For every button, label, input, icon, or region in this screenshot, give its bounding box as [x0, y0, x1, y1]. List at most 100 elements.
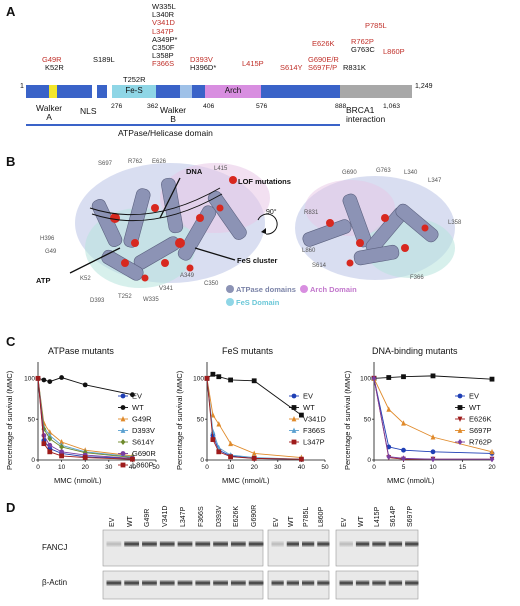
chart1-ytick-label: 100	[24, 376, 35, 383]
chart1-legend-marker-s614y	[120, 439, 126, 445]
chart1-xlabel: MMC (nmol/L)	[54, 476, 102, 485]
mut-g690: G690E/R	[308, 55, 339, 64]
chart1-point-l860p	[59, 453, 64, 459]
chart3-point-wt	[489, 376, 495, 382]
chart2-point-v341d	[216, 421, 222, 427]
mut-t252r: T252R	[123, 75, 146, 84]
walker-b-label: Walker B	[160, 105, 187, 124]
res-l358: L358	[448, 220, 462, 226]
band-fancj-l860p	[317, 541, 330, 547]
chart1-legend-marker-l860p	[120, 462, 126, 468]
res-l347: L347	[428, 178, 442, 184]
chart3-point-ev	[401, 447, 406, 453]
chart2-legend-v341d: V341D	[303, 415, 327, 424]
chart1-legend-marker-d393v	[120, 427, 126, 433]
chart1-point-l860p	[130, 456, 135, 462]
chart1-point-l860p	[47, 449, 53, 455]
band-fancj-g690r	[248, 541, 264, 547]
arch-domain-box: Arch	[205, 85, 261, 98]
walker-a-label: Walker A	[36, 103, 63, 122]
pos-end: 1,249	[415, 83, 433, 90]
band-fancj-l415p	[372, 541, 386, 547]
walker-a-box	[49, 85, 57, 98]
chart1-xtick-label: 10	[58, 464, 66, 471]
chart1-point-l860p	[35, 375, 41, 381]
row-label-fancj: FANCJ	[42, 543, 68, 552]
chart3-legend-s697p: S697P	[469, 426, 492, 435]
res-c350: C350	[204, 281, 219, 287]
band-fancj-v341d	[159, 541, 175, 547]
band-actin-d393v	[213, 580, 228, 586]
chart3-point-s697p	[401, 420, 406, 426]
brca1-label: BRCA1 interaction	[346, 105, 386, 124]
chart2-line-l347p	[206, 378, 302, 460]
chart3-point-ev	[430, 449, 436, 455]
band-fancj-ev	[339, 541, 353, 547]
chart2-point-wt	[228, 377, 233, 383]
blot-fancj-1	[102, 529, 264, 567]
chart1-legend-marker-g690r	[120, 451, 126, 456]
chart1-legend-wt: WT	[132, 403, 144, 412]
chart2-xtick-label: 20	[251, 464, 259, 471]
res-d393: D393	[90, 298, 105, 304]
chart3-ytick-label: 50	[364, 416, 372, 423]
pos-888: 888	[335, 103, 347, 110]
chart1-point-g49r	[59, 439, 64, 445]
chart3-legend-wt: WT	[469, 403, 481, 412]
res-s614: S614	[312, 263, 327, 269]
res-r762: R762	[128, 159, 143, 165]
chart2-legend-marker-wt	[291, 405, 297, 410]
mut-g763c: G763C	[351, 45, 375, 54]
panel-c-letter: C	[6, 334, 16, 349]
chart1-legend-marker-wt	[120, 405, 126, 410]
chart2-point-v341d	[228, 440, 233, 447]
chart3-point-r762p	[489, 456, 495, 463]
band-fancj-d393v	[213, 541, 228, 547]
res-l860: L860	[302, 248, 316, 254]
chart1-xtick-label: 20	[82, 464, 90, 471]
panel-a-letter: A	[6, 4, 16, 19]
chart3-point-s697p	[489, 448, 495, 455]
chart2-line-f366s	[206, 378, 302, 460]
band-actin-ev	[339, 580, 353, 586]
chart2-point-wt	[299, 412, 304, 418]
band-actin-ev	[271, 580, 284, 586]
chart2-point-f366s	[210, 428, 216, 434]
chart2-legend-marker-ev	[291, 393, 297, 399]
chart2-legend-marker-l347p	[291, 439, 297, 445]
chart2-point-wt	[210, 371, 216, 377]
chart2-legend-marker-v341d	[291, 416, 297, 422]
chart1-line-l860p	[37, 378, 133, 460]
band-actin-wt	[355, 580, 370, 586]
chart3-point-s697p	[430, 434, 436, 440]
chart2-xtick-label: 10	[227, 464, 235, 471]
mut-s189l: S189L	[93, 55, 115, 64]
pos-1063: 1,063	[383, 103, 401, 110]
chart2-xtick-label: 40	[298, 464, 306, 471]
band-actin-e626k	[230, 580, 246, 586]
band-fancj-ev	[271, 541, 284, 547]
band-fancj-wt	[286, 541, 299, 547]
chart1-point-wt	[47, 379, 53, 384]
chart2-point-l347p	[299, 456, 304, 462]
chart3-legend-marker-ev	[457, 393, 463, 399]
band-actin-g690r	[248, 580, 264, 586]
chart2-legend-marker-f366s	[291, 427, 297, 433]
chart2-point-wt	[216, 374, 222, 380]
nls-box-2	[107, 85, 112, 98]
res-h396: H396	[40, 236, 55, 242]
chart2-point-l347p	[204, 375, 210, 381]
chart2-legend-f366s: F366S	[303, 426, 325, 435]
band-fancj-s697p	[405, 541, 419, 547]
mut-g49r: G49R	[42, 55, 62, 64]
chart2-xtick-label: 50	[321, 464, 329, 471]
band-actin-l347p	[177, 580, 193, 586]
chart1-legend-l860p: L860P	[132, 461, 154, 470]
atp-label: ATP	[36, 276, 51, 285]
chart3-ytick-label: 100	[360, 376, 371, 383]
res-g49: G49	[45, 249, 57, 255]
chart1-ytick-label: 50	[28, 416, 36, 423]
band-fancj-ev	[106, 541, 122, 547]
mut-stack-w335: W335L L340R V341D L347P A349P* C350F L35…	[152, 2, 178, 69]
